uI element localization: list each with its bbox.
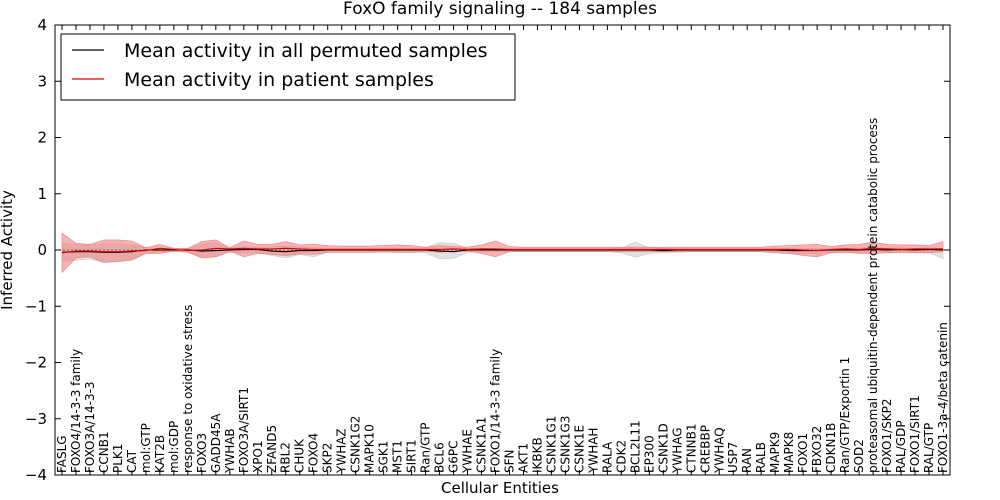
x-tick-label: RBL2 (279, 442, 293, 473)
legend: Mean activity in all permuted samples Me… (60, 33, 516, 101)
x-tick-label: SGK1 (377, 441, 391, 473)
x-tick-label: FOXO1/SKP2 (880, 398, 894, 473)
x-tick-label: KAT2B (153, 435, 167, 473)
confidence-bands (61, 232, 944, 274)
x-tick-label: YWHAG (670, 427, 684, 474)
x-tick-label: PLK1 (111, 444, 125, 473)
x-tick-label: proteasomal ubiquitin-dependent protein … (866, 118, 880, 473)
x-tick-label: RALB (754, 442, 768, 473)
x-tick-label: RAL/GDP (894, 420, 908, 473)
y-tick-label: 3 (37, 72, 47, 90)
x-tick-label: FOXO4 (307, 433, 321, 473)
chart-title: FoxO family signaling -- 184 samples (343, 0, 657, 19)
x-tick-label: MAPK9 (768, 432, 782, 473)
x-tick-label: YWHAB (223, 428, 237, 474)
x-tick-label: FASLG (55, 435, 69, 473)
x-tick-label: SKP2 (321, 443, 335, 473)
x-tick-labels: FASLG FOXO4/14-3-3 family FOXO3A/14-3-3 CCN… (55, 118, 950, 474)
band-patient (61, 232, 944, 274)
x-tick-label: SIRT1 (405, 439, 419, 473)
x-tick-label: MAPK10 (363, 424, 377, 473)
x-tick-label: SFN (503, 450, 517, 474)
x-tick-label: CSNK1G3 (558, 416, 572, 473)
x-tick-label: FOXO4/14-3-3 family (69, 349, 83, 473)
x-tick-label: CCNB1 (97, 431, 111, 473)
x-tick-label: YWHAH (586, 428, 600, 474)
x-tick-label: YWHAE (461, 429, 475, 474)
y-tick-label: −3 (25, 410, 47, 428)
x-tick-label: Ran/GTP/Exportin 1 (838, 357, 852, 473)
x-tick-label: CSNK1D (656, 423, 670, 473)
x-tick-label: CSNK1G1 (544, 416, 558, 473)
x-tick-label: CSNK1E (572, 425, 586, 473)
y-tick-label: −2 (25, 354, 47, 372)
x-tick-label: Ran/GTP (419, 422, 433, 473)
x-tick-label: RAL/GTP (922, 423, 936, 473)
y-tick-label: 4 (37, 16, 47, 34)
x-tick-label: RAN (740, 448, 754, 473)
legend-label-patient: Mean activity in patient samples (124, 69, 434, 91)
x-tick-label: FOXO1-3a-4/beta catenin (936, 322, 950, 473)
y-tick-label: 1 (37, 185, 47, 203)
x-tick-label: CDKN1B (824, 423, 838, 473)
x-tick-label: EP300 (642, 435, 656, 473)
x-tick-label: FOXO1 (796, 433, 810, 473)
x-tick-label: USP7 (726, 442, 740, 473)
x-tick-label: CREBBP (698, 425, 712, 473)
series-line-patient (61, 247, 943, 254)
x-tick-label: MST1 (391, 440, 405, 473)
y-tick-label: −1 (25, 297, 47, 315)
x-tick-label: mol:GDP (167, 421, 181, 473)
x-tick-label: ZFAND5 (265, 425, 279, 473)
x-tick-label: FBXO32 (810, 426, 824, 473)
x-tick-label: YWHAQ (712, 427, 726, 474)
x-axis-title: Cellular Entities (441, 479, 559, 497)
x-tick-label: FOXO3A/14-3-3 (83, 381, 97, 473)
x-tick-label: GADD45A (209, 413, 223, 473)
legend-label-permuted: Mean activity in all permuted samples (124, 40, 487, 62)
x-tick-label: YWHAZ (335, 428, 349, 474)
series-lines (61, 247, 944, 254)
y-tick-label: 2 (37, 129, 47, 147)
x-tick-label: RALA (600, 441, 614, 473)
x-tick-label: FOXO3A/SIRT1 (237, 387, 251, 473)
x-tick-label: FOXO3 (195, 433, 209, 473)
x-tick-label: CTNNB1 (684, 423, 698, 473)
x-tick-label: CDK2 (614, 440, 628, 473)
x-tick-label: CAT (125, 449, 139, 473)
x-tick-label: BCL6 (433, 442, 447, 473)
x-tick-label: XPO1 (251, 440, 265, 473)
x-tick-label: CSNK1G2 (349, 416, 363, 473)
y-tick-label: −4 (25, 466, 47, 484)
x-tick-label: response to oxidative stress (181, 305, 195, 473)
x-tick-label: mol:GTP (139, 423, 153, 473)
y-axis-title: Inferred Activity (0, 190, 16, 310)
x-tick-label: CHUK (293, 438, 307, 473)
x-tick-label: AKT1 (517, 443, 531, 473)
series-line-permuted (61, 248, 944, 253)
x-tick-label: FOXO1/14-3-3 family (489, 349, 503, 473)
x-tick-label: SOD2 (852, 439, 866, 473)
x-axis (61, 25, 944, 475)
x-tick-label: CSNK1A1 (475, 417, 489, 473)
x-tick-label: IKBKB (531, 437, 545, 473)
x-tick-label: FOXO1/SIRT1 (908, 395, 922, 473)
legend-box (60, 33, 516, 101)
y-axis: −4 −3 −2 −1 0 1 2 3 4 (25, 16, 950, 484)
y-tick-label: 0 (37, 241, 47, 259)
x-tick-label: G6PC (447, 440, 461, 473)
x-tick-label: BCL2L11 (628, 420, 642, 473)
x-tick-label: MAPK8 (782, 432, 796, 473)
